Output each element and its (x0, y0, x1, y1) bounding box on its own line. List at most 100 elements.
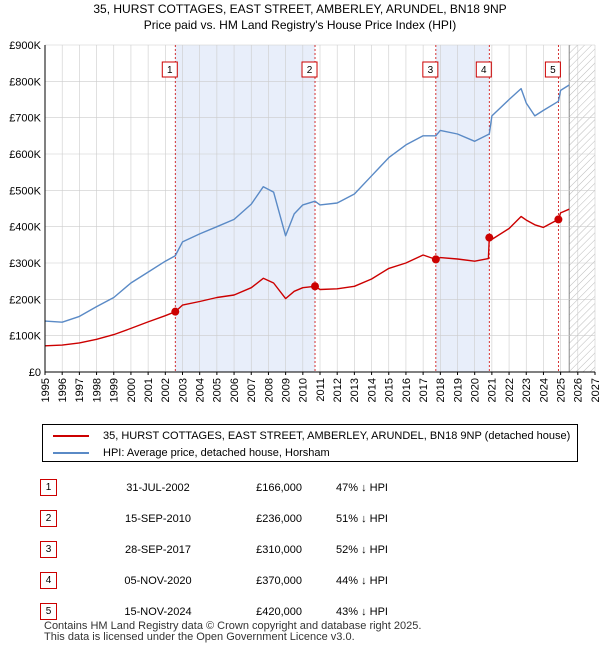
legend-item-hpi: HPI: Average price, detached house, Hors… (53, 445, 330, 461)
sale-marker-lines (174, 45, 559, 372)
y-tick-label: £400K (9, 222, 41, 234)
sale-price: £236,000 (256, 512, 302, 525)
x-tick-label: 2010 (298, 378, 310, 402)
x-tick-label: 1996 (57, 378, 69, 402)
sale-label-box (475, 61, 492, 78)
sale-date: 15-NOV-2024 (124, 605, 192, 618)
y-tick-label: £800K (9, 76, 41, 88)
legend-label-property: 35, HURST COTTAGES, EAST STREET, AMBERLE… (103, 430, 571, 442)
footer-copyright: Contains HM Land Registry data © Crown c… (44, 620, 422, 632)
x-tick-label: 2011 (315, 378, 327, 402)
sale-row: 5 15-NOV-2024 £420,000 43% ↓ HPI (40, 596, 422, 627)
sale-label-box (161, 61, 178, 78)
hpi-line (44, 84, 570, 323)
sale-points (171, 215, 563, 316)
x-tick-label: 1997 (74, 378, 86, 402)
sales-table: 1 31-JUL-2002 £166,000 47% ↓ HPI 2 15-SEP-201… (40, 472, 422, 627)
axes: £0 £100K £200K £300K £400K £500K £600K £700K £80… (9, 40, 600, 402)
sale-price: £370,000 (256, 574, 302, 587)
future-hatch-band (569, 45, 595, 372)
grid-lines (44, 44, 596, 373)
series-lines (44, 84, 570, 347)
sale-hpi-diff: 52% ↓ HPI (336, 543, 388, 556)
x-tick-label: 2009 (280, 378, 292, 402)
x-tick-label: 2023 (521, 378, 533, 402)
y-tick-label: £500K (9, 185, 41, 197)
legend-swatch-property (53, 435, 89, 437)
x-tick-label: 2021 (487, 378, 499, 402)
sale-label-number: 3 (428, 65, 434, 76)
x-tick-label: 2024 (538, 378, 550, 402)
sale-label-number: 2 (307, 65, 313, 76)
sale-label-number: 5 (550, 65, 556, 76)
x-tick-label: 2019 (452, 378, 464, 402)
x-tick-label: 2006 (229, 378, 241, 402)
sale-number-labels: 1 2 3 4 5 (161, 61, 561, 78)
sale-label-box (544, 61, 561, 78)
legend: 35, HURST COTTAGES, EAST STREET, AMBERLE… (42, 424, 578, 462)
y-tick-label: £100K (9, 331, 41, 343)
sale-row: 2 15-SEP-2010 £236,000 51% ↓ HPI (40, 503, 422, 534)
sale-period-band (435, 45, 490, 372)
x-tick-label: 2026 (573, 378, 585, 402)
sale-label-number: 4 (481, 65, 487, 76)
sale-date: 15-SEP-2010 (124, 512, 192, 525)
sale-period-band (175, 45, 316, 372)
y-tick-label: £0 (29, 367, 41, 379)
x-tick-label: 2005 (212, 378, 224, 402)
sale-price: £310,000 (256, 543, 302, 556)
sale-label-box (301, 61, 318, 78)
sale-date: 05-NOV-2020 (124, 574, 192, 587)
sale-hpi-diff: 47% ↓ HPI (336, 481, 388, 494)
sale-point (311, 282, 320, 291)
sale-label-box (422, 61, 439, 78)
sale-point (554, 215, 563, 224)
sale-hpi-diff: 43% ↓ HPI (336, 605, 388, 618)
sale-row: 1 31-JUL-2002 £166,000 47% ↓ HPI (40, 472, 422, 503)
price-chart: 35, HURST COTTAGES, EAST STREET, AMBERLE… (9, 2, 600, 402)
sale-number: 3 (40, 541, 57, 558)
sale-number: 2 (40, 510, 57, 527)
x-tick-label: 2015 (384, 378, 396, 402)
sale-price: £166,000 (256, 481, 302, 494)
sale-date: 31-JUL-2002 (126, 481, 190, 494)
sale-point (431, 255, 440, 264)
x-tick-label: 2018 (435, 378, 447, 402)
sale-number: 5 (40, 603, 57, 620)
x-tick-label: 2008 (263, 378, 275, 402)
x-tick-label: 1999 (109, 378, 121, 402)
sale-row: 4 05-NOV-2020 £370,000 44% ↓ HPI (40, 565, 422, 596)
chart-title: 35, HURST COTTAGES, EAST STREET, AMBERLE… (93, 2, 506, 16)
sale-hpi-diff: 51% ↓ HPI (336, 512, 388, 525)
x-tick-label: 2016 (401, 378, 413, 402)
sale-price: £420,000 (256, 605, 302, 618)
sale-period-shading (175, 45, 490, 372)
footer: Contains HM Land Registry data © Crown c… (44, 621, 421, 643)
x-tick-label: 2014 (366, 378, 378, 402)
x-tick-label: 2001 (143, 378, 155, 402)
chart-subtitle: Price paid vs. HM Land Registry's House … (144, 18, 456, 32)
sale-label-number: 1 (167, 65, 173, 76)
sale-point (171, 307, 180, 316)
legend-swatch-hpi (53, 452, 89, 454)
sale-row: 3 28-SEP-2017 £310,000 52% ↓ HPI (40, 534, 422, 565)
x-tick-label: 2020 (470, 378, 482, 402)
x-tick-label: 1998 (91, 378, 103, 402)
y-tick-label: £200K (9, 294, 41, 306)
sale-number: 1 (40, 479, 57, 496)
y-tick-label: £600K (9, 149, 41, 161)
legend-item-property: 35, HURST COTTAGES, EAST STREET, AMBERLE… (53, 428, 570, 444)
property-price-line (44, 208, 570, 347)
x-tick-label: 2004 (195, 378, 207, 402)
x-tick-label: 2002 (160, 378, 172, 402)
x-tick-label: 2007 (246, 378, 258, 402)
sale-number: 4 (40, 572, 57, 589)
future-hatch-region (568, 45, 595, 372)
x-tick-label: 2013 (349, 378, 361, 402)
x-tick-label: 2017 (418, 378, 430, 402)
legend-label-hpi: HPI: Average price, detached house, Hors… (103, 447, 330, 459)
x-tick-label: 2027 (590, 378, 600, 402)
sale-hpi-diff: 44% ↓ HPI (336, 574, 388, 587)
x-tick-label: 2022 (504, 378, 516, 402)
x-tick-label: 1995 (40, 378, 52, 402)
